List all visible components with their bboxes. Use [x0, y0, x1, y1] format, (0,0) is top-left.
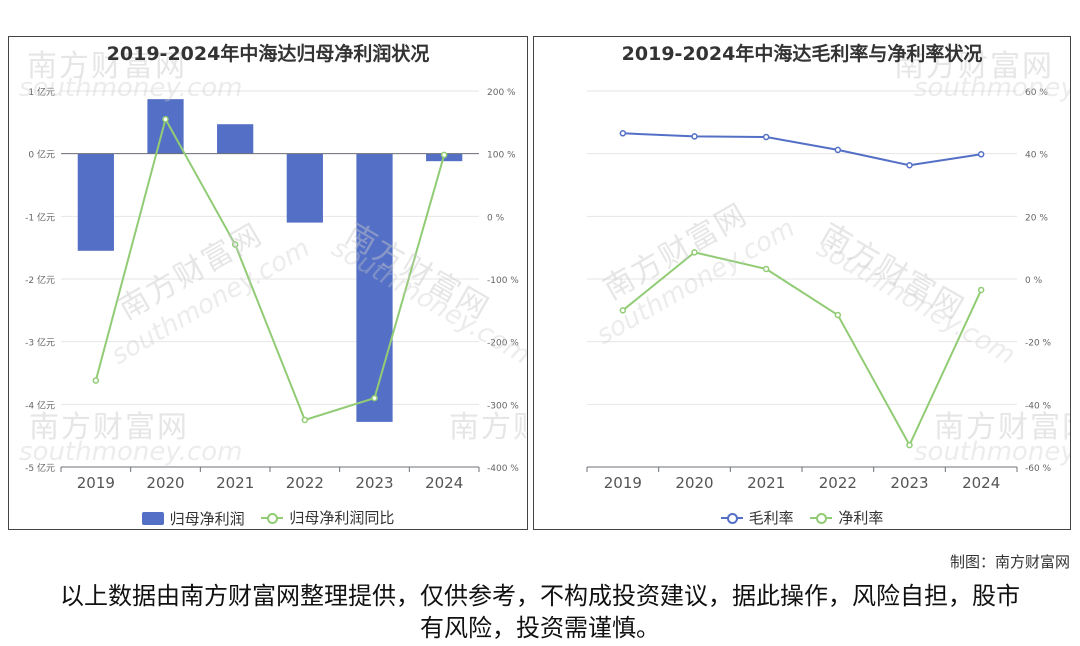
right-axis-tick-label: -400 %	[487, 464, 519, 474]
x-axis-tick-label: 2022	[286, 474, 324, 492]
data-point	[762, 133, 770, 141]
bar-swatch-icon	[141, 511, 164, 525]
line-swatch-icon	[810, 511, 833, 525]
margin-chart-panel: 2019-2024年中海达毛利率与净利率状况 60 % 40 % 20 % 0 % -2…	[533, 36, 1071, 530]
data-point	[440, 151, 448, 159]
bar	[217, 124, 254, 154]
x-axis-tick-label: 2020	[675, 474, 713, 492]
left-axis-tick-label: -1 亿元	[25, 211, 55, 223]
left-axis-tick-label: -5 亿元	[25, 462, 55, 474]
chart-legend: 毛利率 净利率	[534, 507, 1070, 529]
chart-legend: 归母净利润 归母净利润同比	[9, 507, 527, 529]
x-axis-tick-label: 2024	[425, 474, 463, 492]
right-axis-tick-label: 200 %	[487, 88, 516, 98]
left-axis-tick-label: 1 亿元	[28, 86, 55, 98]
line-swatch-icon	[261, 511, 284, 525]
left-axis-tick-label: -2 亿元	[25, 274, 55, 286]
right-axis-tick-label: 0 %	[487, 213, 505, 223]
left-axis-tick-label: -4 亿元	[25, 399, 55, 411]
legend-item-net-profit-yoy[interactable]: 归母净利润同比	[261, 507, 394, 528]
legend-label: 毛利率	[748, 509, 794, 527]
right-axis-tick-label: -40 %	[1025, 401, 1052, 411]
x-axis-tick-label: 2021	[747, 474, 785, 492]
right-axis-tick-label: -20 %	[1025, 339, 1052, 349]
x-axis-tick-label: 2019	[604, 474, 642, 492]
right-axis-tick-label: 40 %	[1025, 151, 1048, 161]
x-axis-tick-label: 2022	[819, 474, 857, 492]
data-point	[691, 249, 698, 256]
legend-label: 归母净利润同比	[289, 509, 395, 527]
legend-item-gross-margin[interactable]: 毛利率	[720, 507, 794, 528]
x-axis-tick-label: 2019	[77, 474, 115, 492]
chart-title: 2019-2024年中海达归母净利润状况	[106, 43, 430, 65]
data-point	[371, 394, 378, 402]
bar	[147, 99, 184, 154]
data-point	[834, 311, 842, 319]
line-swatch-icon	[720, 511, 743, 525]
right-axis-tick-label: -60 %	[1025, 464, 1052, 474]
x-axis-tick-label: 2024	[962, 474, 1000, 492]
series-line	[94, 116, 446, 422]
right-axis-tick-label: 0 %	[1025, 276, 1043, 286]
disclaimer-text: 以上数据由南方财富网整理提供，仅供参考，不构成投资建议，据此操作，风险自担，股市…	[60, 582, 1020, 642]
data-point	[231, 241, 239, 248]
right-axis-tick-label: 100 %	[487, 151, 516, 161]
data-point	[977, 286, 985, 294]
data-point	[762, 265, 770, 273]
chart-credit: 制图：南方财富网	[949, 553, 1070, 571]
left-axis-tick-label: 0 亿元	[28, 149, 55, 161]
right-axis-tick-label: -100 %	[487, 276, 519, 286]
left-axis-tick-label: -3 亿元	[25, 337, 55, 349]
right-axis-tick-label: -200 %	[487, 339, 519, 349]
data-point	[619, 307, 627, 314]
x-axis-tick-label: 2023	[890, 474, 928, 492]
right-axis-tick-label: -300 %	[487, 401, 519, 411]
legend-label: 净利率	[838, 509, 884, 527]
x-axis-tick-label: 2021	[216, 474, 254, 492]
data-point	[834, 146, 842, 154]
net-profit-chart-panel: 2019-2024年中海达归母净利润状况 200 % 100 % 0 % -100 %…	[8, 36, 528, 530]
legend-item-net-margin[interactable]: 净利率	[810, 507, 883, 528]
chart-title: 2019-2024年中海达毛利率与净利率状况	[621, 43, 983, 65]
right-axis-tick-label: 60 %	[1025, 88, 1048, 98]
data-point	[619, 130, 627, 137]
data-point	[301, 416, 309, 424]
data-point	[92, 377, 100, 384]
data-point	[906, 441, 913, 449]
x-axis-tick-label: 2020	[146, 474, 184, 492]
data-point	[691, 133, 698, 140]
bar	[356, 153, 393, 422]
data-point	[906, 162, 913, 169]
series-line	[622, 132, 982, 167]
margin-chart: 60 % 40 % 20 % 0 % -20 % -40 % -60 % 2019 2020 20…	[586, 88, 1052, 492]
right-axis-tick-label: 20 %	[1025, 213, 1048, 223]
data-point	[162, 115, 169, 123]
legend-item-net-profit[interactable]: 归母净利润	[141, 508, 245, 529]
x-axis-tick-label: 2023	[355, 474, 393, 492]
bar	[77, 153, 114, 251]
series-line	[622, 251, 983, 448]
bar	[286, 153, 323, 223]
legend-label: 归母净利润	[169, 509, 245, 528]
data-point	[977, 151, 985, 158]
net-profit-chart: 200 % 100 % 0 % -100 % -200 % -300 % -400 % 1 亿…	[25, 86, 519, 492]
